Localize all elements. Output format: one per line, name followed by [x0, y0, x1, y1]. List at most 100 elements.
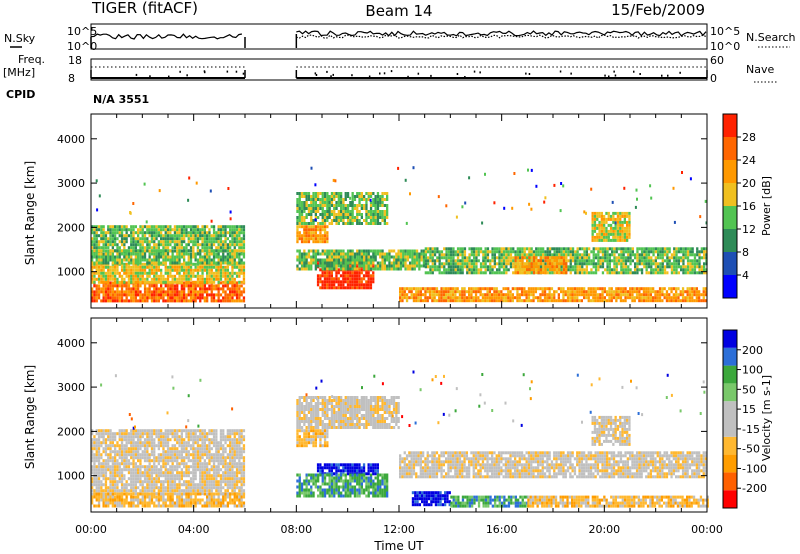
- velocity-cell: [222, 447, 225, 451]
- power-cell: [367, 258, 370, 262]
- power-cell: [212, 265, 216, 269]
- power-cell: [91, 231, 94, 235]
- power-cell: [160, 225, 163, 229]
- power-cell: [619, 217, 622, 221]
- power-cell: [130, 255, 133, 259]
- power-cell: [314, 237, 317, 241]
- power-cell: [296, 258, 299, 262]
- power-cell: [356, 252, 359, 256]
- power-cell: [456, 296, 459, 300]
- power-cell: [337, 283, 340, 287]
- power-cell: [235, 293, 239, 297]
- power-cell: [219, 268, 223, 272]
- power-cell: [196, 234, 200, 238]
- power-cell: [620, 271, 623, 275]
- power-cell: [622, 262, 625, 266]
- power-cell: [323, 277, 327, 281]
- power-cell: [224, 265, 227, 269]
- power-cell: [326, 204, 329, 207]
- power-cell: [344, 210, 347, 213]
- power-cell: [422, 299, 425, 303]
- power-cell: [498, 268, 501, 272]
- power-cell: [146, 265, 149, 269]
- power-cell: [317, 216, 320, 219]
- power-cell: [326, 234, 329, 238]
- power-cell: [305, 252, 308, 256]
- power-cell: [463, 287, 466, 291]
- power-cell: [160, 261, 163, 265]
- power-cell: [558, 265, 561, 269]
- power-cell: [319, 240, 322, 244]
- power-cell: [215, 231, 218, 235]
- power-cell: [314, 225, 317, 229]
- power-cell: [180, 249, 183, 253]
- power-cell: [319, 274, 322, 278]
- power-cell: [155, 268, 158, 272]
- power-cell: [146, 243, 149, 247]
- power-cell: [614, 226, 617, 230]
- power-cell: [217, 246, 220, 250]
- power-cell: [411, 255, 414, 259]
- power-cell: [609, 238, 613, 242]
- power-cell: [383, 222, 386, 225]
- power-cell: [372, 274, 375, 278]
- power-cell: [235, 274, 239, 278]
- power-cell: [321, 286, 324, 290]
- power-cell: [155, 284, 158, 288]
- power-cell: [153, 225, 156, 229]
- power-cell: [383, 210, 386, 213]
- power-cell: [369, 267, 373, 271]
- power-cell: [132, 234, 135, 238]
- power-cell: [491, 247, 494, 251]
- power-cell: [109, 243, 112, 247]
- power-cell: [528, 259, 531, 263]
- power-cell: [488, 299, 491, 303]
- power-cell: [176, 265, 179, 269]
- power-cell: [195, 181, 198, 185]
- power-cell: [647, 293, 650, 297]
- power-cell: [201, 243, 204, 247]
- power-cell: [95, 271, 98, 275]
- power-cell: [616, 238, 620, 242]
- power-cell: [440, 271, 444, 275]
- power-cell: [397, 252, 400, 256]
- power-cell: [134, 290, 137, 294]
- power-cell: [342, 249, 345, 253]
- power-cell: [238, 225, 241, 229]
- nave-dip: [667, 74, 669, 77]
- power-cell: [93, 240, 96, 244]
- power-cell: [614, 229, 617, 233]
- power-cell: [134, 274, 137, 278]
- power-cell: [166, 296, 170, 300]
- power-cell: [628, 211, 631, 215]
- power-cell: [447, 287, 450, 291]
- power-cell: [702, 290, 705, 294]
- power-cell: [672, 186, 675, 190]
- power-cell: [612, 232, 615, 236]
- power-cell: [666, 271, 669, 275]
- power-cell: [645, 293, 648, 297]
- power-cell: [620, 259, 623, 263]
- power-cell: [162, 280, 165, 284]
- power-cell: [558, 268, 561, 272]
- power-cell: [383, 264, 386, 268]
- power-cell: [601, 290, 604, 294]
- power-cell: [344, 204, 347, 207]
- power-cell: [185, 293, 188, 297]
- power-cell: [120, 249, 124, 253]
- power-cell: [116, 280, 119, 284]
- power-cell: [574, 250, 577, 254]
- velocity-cell: [132, 435, 135, 439]
- power-cell: [100, 225, 103, 229]
- power-cell: [461, 293, 464, 297]
- power-cell: [134, 271, 137, 275]
- power-cell: [452, 271, 455, 275]
- power-cell: [590, 268, 593, 272]
- power-cell: [199, 258, 202, 262]
- power-cell: [654, 290, 657, 294]
- power-cell: [386, 204, 389, 207]
- power-cell: [196, 293, 200, 297]
- power-cell: [180, 255, 183, 259]
- power-cell: [164, 265, 167, 269]
